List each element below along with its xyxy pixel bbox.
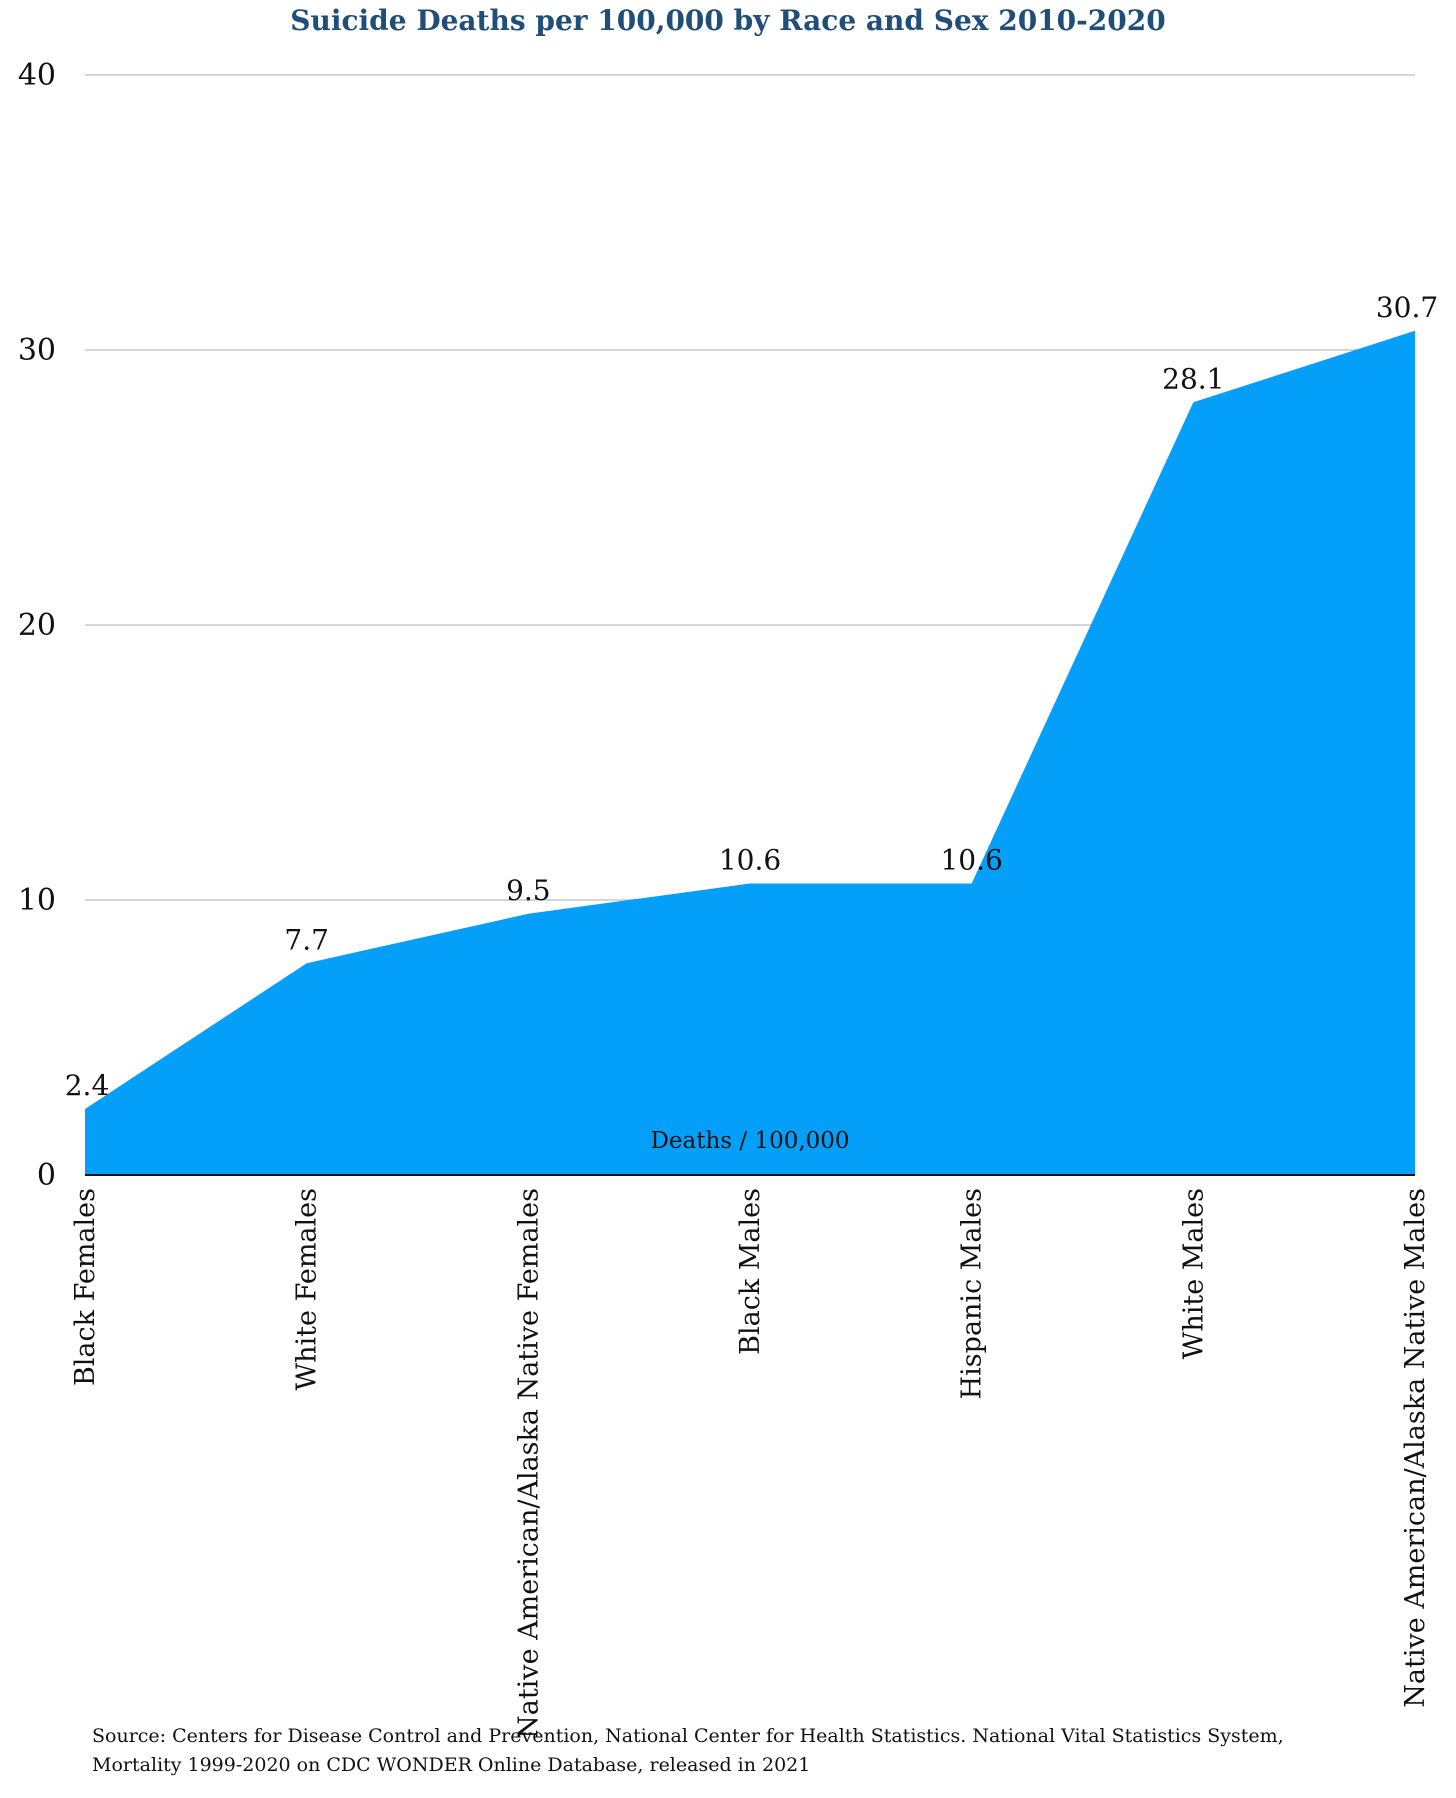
data-label-6: 28.1 [1162, 362, 1224, 395]
data-label-2: 7.7 [284, 923, 329, 956]
y-axis-tick-labels: 0 10 20 30 40 [18, 58, 56, 1193]
data-label-5: 10.6 [940, 844, 1002, 877]
x-category-label-3: Native American/Alaska Native Females [513, 1188, 544, 1739]
source-line-1: Source: Centers for Disease Control and … [92, 1725, 1284, 1747]
x-category-label-2: White Females [292, 1188, 323, 1391]
data-label-3: 9.5 [506, 874, 551, 907]
data-labels: 2.4 7.7 9.5 10.6 10.6 28.1 30.7 [65, 291, 1438, 1102]
x-category-label-1: Black Females [70, 1188, 101, 1386]
chart-title: Suicide Deaths per 100,000 by Race and S… [290, 4, 1166, 37]
x-category-label-5: Hispanic Males [957, 1188, 988, 1399]
legend-entry-deaths-per-100000: Deaths / 100,000 [650, 1128, 849, 1154]
y-tick-label-10: 10 [18, 883, 56, 918]
y-tick-label-40: 40 [18, 58, 56, 93]
x-category-label-4: Black Males [735, 1188, 766, 1355]
data-label-4: 10.6 [719, 844, 781, 877]
y-tick-label-20: 20 [18, 608, 56, 643]
x-category-label-6: White Males [1178, 1188, 1209, 1359]
source-line-2: Mortality 1999-2020 on CDC WONDER Online… [92, 1754, 811, 1776]
y-tick-label-30: 30 [18, 333, 56, 368]
series-area [85, 330, 1415, 1175]
data-label-7: 30.7 [1376, 291, 1438, 324]
x-axis-category-labels: Black Females White Females Native America… [70, 1188, 1431, 1739]
data-label-1: 2.4 [65, 1069, 110, 1102]
y-tick-label-0: 0 [37, 1158, 56, 1193]
x-category-label-7: Native American/Alaska Native Males [1400, 1188, 1431, 1708]
source-note: Source: Centers for Disease Control and … [92, 1722, 1392, 1780]
